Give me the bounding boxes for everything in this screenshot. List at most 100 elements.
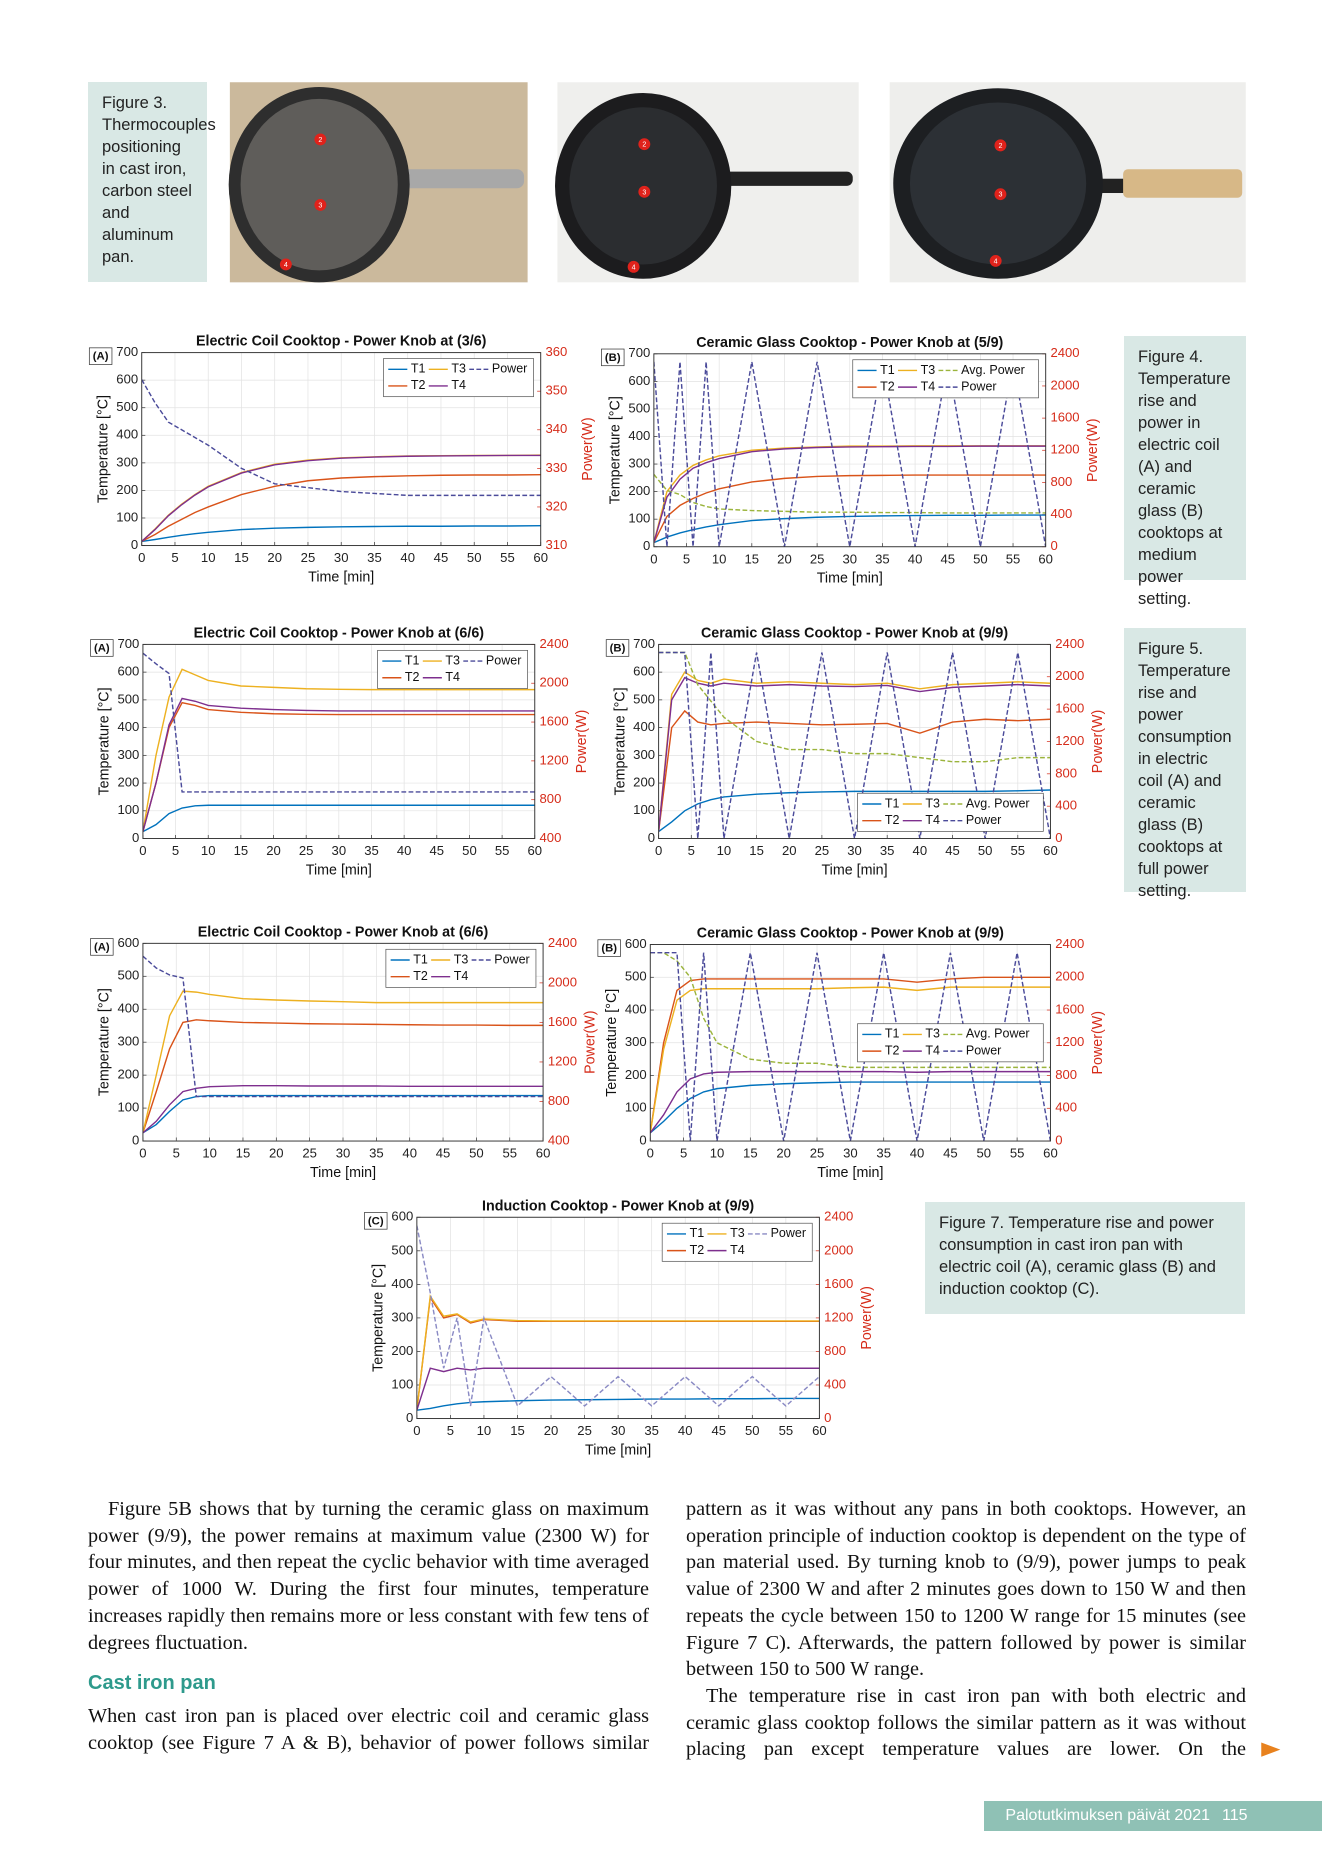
x-tick-label: 25 [299, 843, 314, 858]
y-tick-label: 0 [132, 1132, 139, 1147]
legend-box [857, 792, 1044, 832]
x-tick-label: 50 [976, 1146, 991, 1161]
series-line [416, 1367, 820, 1411]
y2-tick-label: 1600 [824, 1276, 853, 1291]
y-tick-label: 200 [625, 1067, 647, 1082]
legend-label: T4 [454, 969, 469, 983]
thermocouple-label: 3 [642, 188, 646, 196]
y-tick-label: 700 [628, 345, 650, 360]
series-line [653, 473, 1046, 514]
legend-label: Avg. Power [966, 1027, 1030, 1041]
x-tick-label: 5 [171, 550, 178, 565]
x-tick-label: 50 [462, 843, 477, 858]
x-tick-label: 30 [334, 550, 349, 565]
x-tick-label: 40 [400, 550, 415, 565]
series-line [142, 701, 535, 832]
legend-label: T1 [880, 363, 895, 377]
x-tick-label: 30 [847, 843, 862, 858]
y-tick-label: 700 [117, 636, 139, 651]
y-tick-label: 200 [633, 775, 655, 790]
x-tick-label: 40 [910, 1146, 925, 1161]
panel-label: (A) [94, 643, 110, 655]
legend-box [383, 358, 534, 398]
legend-label: Avg. Power [961, 363, 1025, 377]
series-line [653, 445, 1046, 543]
x-axis-label: Time [min] [310, 1165, 376, 1181]
legend-label: Power [961, 379, 996, 393]
y-tick-label: 300 [117, 747, 139, 762]
y2-tick-label: 1200 [548, 1053, 577, 1068]
y2-tick-label: 1600 [1050, 410, 1079, 425]
y-tick-label: 200 [117, 775, 139, 790]
legend-label: T3 [925, 1027, 940, 1041]
thermocouple-label: 4 [994, 257, 998, 265]
thermocouple-marker [314, 133, 327, 146]
legend-box [377, 649, 528, 689]
series-line [653, 361, 1046, 547]
thermocouple-label: 3 [998, 191, 1002, 199]
series-line [658, 651, 1051, 839]
legend-label: Power [494, 952, 529, 966]
x-axis-label: Time [min] [585, 1442, 651, 1458]
y-tick-label: 500 [625, 969, 647, 984]
y2-tick-label: 1600 [1055, 1001, 1084, 1016]
y-tick-label: 600 [633, 664, 655, 679]
panel-label-box [597, 939, 621, 957]
y-axis-label: Temperature [°C] [97, 988, 113, 1096]
x-tick-label: 60 [812, 1423, 827, 1438]
legend-label: T2 [690, 1243, 705, 1257]
legend-label: Power [486, 653, 521, 667]
x-tick-label: 10 [202, 1146, 217, 1161]
thermocouple-marker [638, 138, 651, 151]
y2-tick-label: 310 [545, 537, 567, 552]
y2-tick-label: 2000 [548, 974, 577, 989]
y2-tick-label: 2000 [824, 1242, 853, 1257]
x-tick-label: 15 [234, 843, 249, 858]
legend-box [852, 359, 1039, 399]
series-group [142, 955, 544, 1134]
y-tick-label: 100 [116, 509, 138, 524]
y2-tick-label: 400 [540, 830, 562, 845]
y-tick-label: 500 [391, 1242, 413, 1257]
y2-tick-label: 800 [1055, 765, 1077, 780]
thermocouple-label: 2 [642, 141, 646, 149]
y-tick-label: 200 [628, 483, 650, 498]
x-tick-label: 5 [683, 551, 690, 566]
footer-journal: Palotutkimuksen päivät 2021 [1005, 1807, 1210, 1824]
y-tick-label: 600 [117, 935, 139, 950]
y-tick-label: 500 [628, 400, 650, 415]
series-line [658, 789, 1051, 833]
y2-axis-label: Power(W) [1090, 1011, 1106, 1074]
legend-label: T4 [921, 379, 936, 393]
x-tick-label: 0 [647, 1146, 654, 1161]
x-tick-label: 35 [880, 843, 895, 858]
y-tick-label: 300 [117, 1034, 139, 1049]
y-tick-label: 400 [116, 427, 138, 442]
series-line [650, 1070, 1051, 1134]
series-group [658, 651, 1051, 839]
series-line [658, 676, 1051, 832]
y2-tick-label: 2400 [540, 636, 569, 651]
y2-tick-label: 1200 [824, 1309, 853, 1324]
legend-label: T1 [413, 952, 428, 966]
y2-tick-label: 800 [540, 791, 562, 806]
y2-tick-label: 0 [824, 1410, 831, 1425]
x-tick-label: 40 [397, 843, 412, 858]
chart-title: Ceramic Glass Cooktop - Power Knob at (9… [697, 926, 1004, 942]
y-tick-label: 100 [117, 1100, 139, 1115]
x-tick-label: 5 [173, 1146, 180, 1161]
thermocouple-marker [989, 254, 1002, 267]
legend-label: T1 [690, 1226, 705, 1240]
x-tick-label: 20 [782, 843, 797, 858]
x-tick-label: 35 [369, 1146, 384, 1161]
x-tick-label: 15 [743, 1146, 758, 1161]
y-tick-label: 300 [625, 1034, 647, 1049]
series-group [141, 379, 541, 543]
panel-label: (B) [610, 643, 626, 655]
y-tick-label: 0 [639, 1132, 646, 1147]
series-line [142, 652, 535, 793]
series-line [141, 473, 541, 543]
x-tick-label: 55 [1010, 1146, 1025, 1161]
